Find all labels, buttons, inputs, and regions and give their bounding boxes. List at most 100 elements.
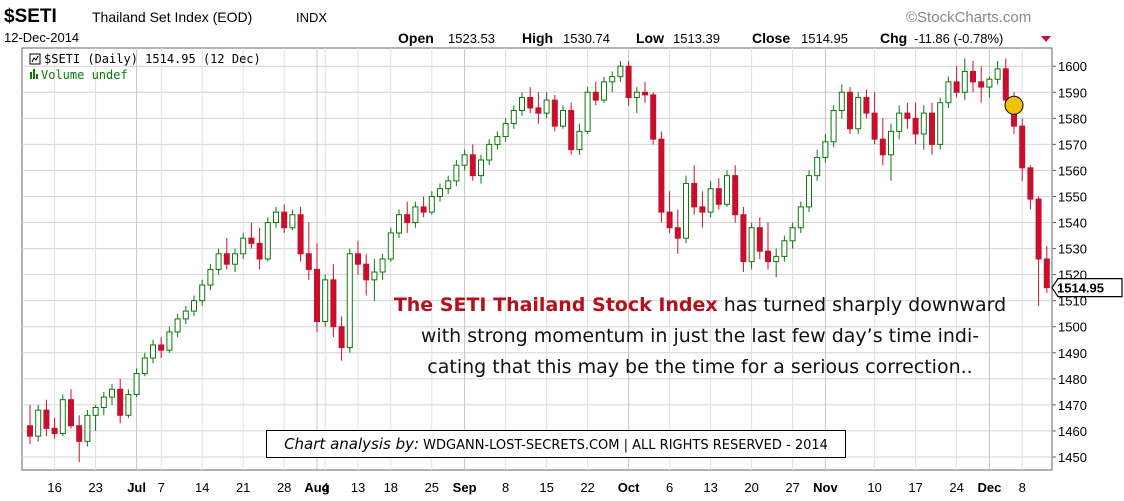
candle-down: [355, 253, 361, 265]
y-tick-label: 1500: [1058, 320, 1087, 335]
candle-up: [781, 240, 788, 257]
x-tick-label: 10: [867, 480, 881, 495]
x-tick-label: 20: [744, 480, 758, 495]
candle-up: [166, 331, 173, 351]
candle-up: [814, 156, 821, 177]
legend-series-icon: [29, 53, 41, 65]
candle-up: [576, 130, 583, 151]
candle-up: [707, 188, 714, 213]
candle-up: [346, 253, 353, 349]
last-price-tag: 1514.95: [1051, 278, 1123, 298]
candle-up: [478, 159, 484, 177]
candle-down: [863, 96, 870, 114]
x-tick-label: 16: [47, 480, 61, 495]
candle-down: [650, 94, 657, 140]
annotation-line2: with strong momentum in just the last fe…: [420, 325, 980, 347]
candle-up: [543, 99, 550, 114]
candle-down: [404, 214, 411, 224]
candle-up: [387, 232, 394, 260]
y-tick-label: 1590: [1058, 85, 1087, 100]
credit-site: WDGANN-LOST-SECRETS.COM: [423, 438, 620, 453]
candle-up: [822, 141, 829, 158]
y-tick-label: 1550: [1058, 189, 1087, 204]
highlight-marker: [1004, 95, 1024, 115]
candle-down: [297, 214, 304, 255]
x-tick-label: Aug: [304, 480, 329, 495]
candle-up: [199, 284, 206, 302]
candle-up: [289, 214, 296, 229]
candle-up: [855, 96, 862, 130]
open-label: Open: [398, 30, 434, 46]
candle-down: [1027, 167, 1034, 200]
down-arrow-icon: [1041, 36, 1051, 42]
candle-down: [691, 182, 698, 208]
candle-up: [125, 393, 132, 416]
candle-up: [207, 268, 214, 286]
candle-down: [592, 91, 599, 101]
candle-up: [896, 112, 903, 132]
candle-up: [838, 91, 845, 112]
candle-down: [68, 399, 74, 427]
x-tick-label: 24: [949, 480, 963, 495]
candle-up: [412, 206, 419, 224]
x-tick-label: 8: [502, 480, 509, 495]
candle-up: [240, 237, 247, 255]
candle-up: [617, 65, 624, 78]
candle-up: [150, 344, 156, 359]
high-value: 1530.74: [563, 31, 610, 46]
candle-down: [1019, 125, 1026, 169]
candle-down: [929, 112, 935, 145]
x-tick-label: 25: [425, 480, 439, 495]
candle-down: [879, 138, 886, 156]
candle-up: [379, 258, 386, 273]
candle-down: [1002, 68, 1009, 101]
credit-box: Chart analysis by: WDGANN-LOST-SECRETS.C…: [266, 430, 846, 458]
x-tick-label: Nov: [813, 480, 838, 495]
x-tick-label: 23: [88, 480, 102, 495]
y-tick-label: 1600: [1058, 59, 1087, 74]
x-tick-label: 17: [908, 480, 922, 495]
candle-up: [396, 214, 402, 234]
y-tick-label: 1480: [1058, 372, 1087, 387]
candle-down: [248, 237, 255, 244]
exchange-label: INDX: [296, 10, 327, 25]
candle-down: [43, 409, 50, 429]
candle-up: [232, 253, 238, 265]
candle-down: [281, 211, 288, 229]
close-value: 1514.95: [801, 31, 848, 46]
candle-up: [888, 130, 894, 156]
annotation-text: The SETI Thailand Stock Index has turned…: [380, 290, 1020, 383]
x-tick-label: 18: [384, 480, 398, 495]
candle-up: [806, 175, 812, 208]
candle-up: [961, 70, 968, 93]
x-tick-label: 21: [236, 480, 250, 495]
candle-down: [978, 81, 985, 88]
candle-down: [51, 427, 58, 435]
annotation-line1: has turned sharply downward: [717, 294, 1007, 316]
candle-down: [76, 425, 83, 442]
candle-down: [568, 110, 575, 151]
candle-down: [314, 268, 320, 323]
candle-down: [117, 388, 124, 416]
last-price-label: 1514.95: [1057, 281, 1104, 296]
candle-up: [920, 112, 927, 135]
x-tick-label: 14: [195, 480, 209, 495]
candle-up: [633, 91, 640, 98]
y-tick-label: 1560: [1058, 163, 1087, 178]
ticker-symbol: $SETI: [4, 6, 57, 27]
legend-volume-label: Volume undef: [41, 68, 128, 82]
y-tick-label: 1580: [1058, 111, 1087, 126]
x-tick-label: 15: [539, 480, 553, 495]
x-tick-label: Jul: [127, 480, 146, 495]
candle-up: [100, 396, 107, 408]
high-label: High: [522, 30, 553, 46]
candle-up: [584, 91, 591, 132]
candle-up: [945, 81, 952, 104]
y-tick-label: 1490: [1058, 346, 1087, 361]
candle-down: [642, 91, 648, 96]
x-tick-label: 7: [158, 480, 165, 495]
y-axis: 1450146014701480149015001510152015301540…: [1052, 59, 1087, 465]
candle-down: [338, 326, 345, 349]
